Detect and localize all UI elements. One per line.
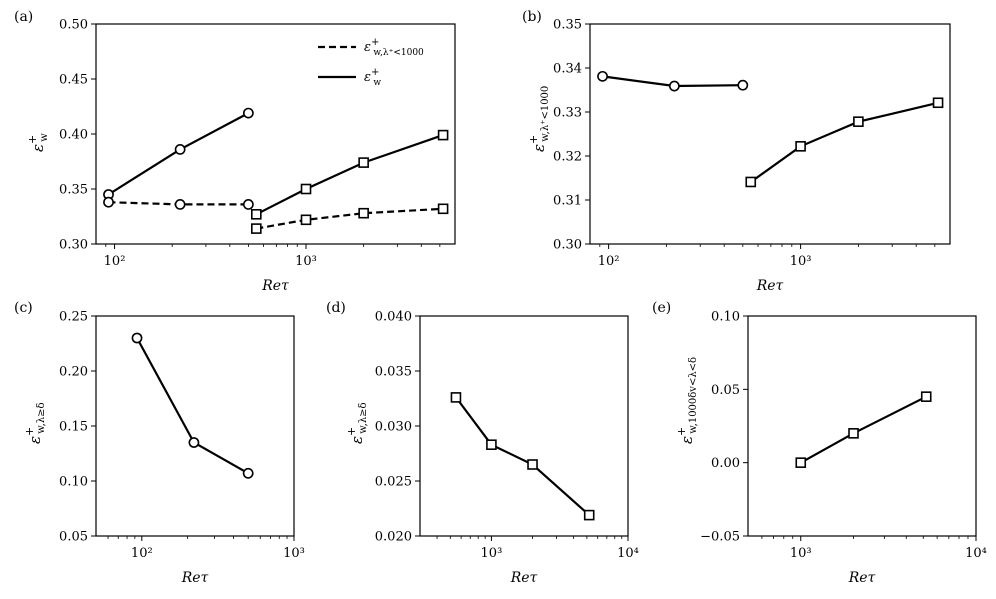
panel-b: 0.30 0.31 0.32 0.33 0.34 0.35 10² 10³ (b) Reτ ε+w,… — [522, 9, 951, 294]
x-axis-label: Reτ — [756, 278, 784, 294]
data-point-square — [853, 116, 864, 127]
y-tick-label: 0.30 — [59, 238, 88, 253]
data-point-square — [300, 183, 312, 195]
x-tick-label: 10² — [131, 546, 153, 561]
data-point-circle — [242, 467, 254, 479]
x-axis-label: Reτ — [510, 570, 538, 586]
y-axis-label: ε+w,λ≥δ — [345, 402, 369, 444]
y-tick-label: 0.25 — [59, 310, 88, 325]
y-tick-label: 0.40 — [59, 128, 88, 143]
data-point-circle — [103, 196, 114, 208]
panel-label: (b) — [522, 9, 542, 25]
data-point-square — [358, 157, 369, 168]
y-axis-label: ε+w,1000δv<λ<δ — [675, 357, 699, 444]
data-point-square — [486, 439, 497, 451]
series-line-1 — [750, 101, 939, 183]
data-point-square — [583, 509, 595, 521]
panel-label: (e) — [652, 300, 671, 316]
data-point-square — [920, 391, 932, 402]
series-line-0 — [800, 395, 927, 464]
data-point-square — [848, 428, 859, 439]
y-axis-label: ε+w — [26, 133, 50, 152]
y-tick-label: 0.10 — [711, 310, 740, 325]
plot-frame — [419, 315, 629, 537]
panel-label: (d) — [326, 300, 346, 316]
y-tick-label: 0.35 — [553, 18, 582, 33]
y-tick-label: 0.00 — [711, 456, 740, 471]
x-tick-label: 10³ — [295, 254, 317, 269]
x-tick-label: 10⁴ — [617, 546, 639, 561]
y-tick-label: 0.020 — [375, 530, 412, 545]
y-tick-label: 0.35 — [59, 183, 88, 198]
x-tick-label: 10³ — [283, 546, 305, 561]
data-point-square — [300, 214, 312, 226]
y-tick-label: 0.025 — [375, 475, 412, 490]
y-tick-label: −0.05 — [700, 530, 740, 545]
panel-d: 0.020 0.025 0.030 0.035 0.040 10³ 10⁴ (d) Reτ ε+w… — [326, 300, 639, 586]
data-point-circle — [174, 198, 186, 210]
data-point-square — [358, 207, 369, 219]
data-point-circle — [131, 332, 143, 344]
data-point-circle — [174, 143, 186, 155]
data-point-square — [437, 203, 449, 215]
data-point-circle — [188, 437, 200, 448]
y-tick-label: 0.32 — [553, 150, 582, 165]
data-point-circle — [668, 80, 680, 92]
y-tick-label: 0.05 — [711, 383, 740, 398]
plot-frame — [747, 315, 977, 537]
y-tick-label: 0.31 — [553, 194, 582, 209]
y-tick-label: 0.50 — [59, 18, 88, 33]
data-point-square — [795, 141, 806, 152]
data-point-circle — [597, 70, 608, 82]
data-point-circle — [242, 198, 254, 210]
data-point-square — [251, 223, 262, 234]
plot-frame — [589, 23, 951, 245]
data-point-square — [251, 209, 262, 220]
y-tick-label: 0.33 — [553, 106, 582, 121]
series-line-0 — [136, 337, 249, 475]
x-tick-label: 10³ — [481, 546, 503, 561]
x-axis-label: Reτ — [848, 570, 876, 586]
y-tick-label: 0.035 — [375, 365, 412, 380]
legend-entry-dashed: ε+ w,λ⁺<1000 — [364, 37, 424, 58]
y-tick-label: 0.20 — [59, 365, 88, 380]
x-tick-label: 10³ — [790, 546, 812, 561]
y-tick-label: 0.040 — [375, 310, 412, 325]
data-point-square — [527, 459, 538, 470]
y-tick-label: 0.10 — [59, 475, 88, 490]
x-tick-label: 10⁴ — [965, 546, 987, 561]
x-axis-label: Reτ — [181, 570, 209, 586]
panel-label: (a) — [14, 9, 33, 25]
legend: ε+ w,λ⁺<1000 ε+ w — [318, 37, 424, 88]
panel-label: (c) — [14, 300, 33, 316]
panel-c: 0.05 0.10 0.15 0.20 0.25 10² 10³ (c) Reτ ε+w,λ≥δ — [14, 300, 305, 586]
data-point-square — [450, 392, 462, 403]
series-line-3 — [256, 207, 444, 230]
x-axis-label: Reτ — [261, 278, 289, 294]
y-tick-label: 0.030 — [375, 420, 412, 435]
y-axis-label: ε+w,λ⁺<1000 — [527, 86, 551, 152]
y-tick-label: 0.05 — [59, 530, 88, 545]
series-line-0 — [455, 396, 590, 516]
y-axis-label: ε+w,λ≥δ — [23, 402, 47, 444]
y-tick-label: 0.30 — [553, 238, 582, 253]
data-point-square — [437, 129, 449, 141]
data-point-square — [932, 97, 944, 109]
panel-e: −0.05 0.00 0.05 0.10 10³ 10⁴ (e) Reτ ε+w,1000δv<… — [652, 300, 987, 586]
x-tick-label: 10² — [104, 254, 126, 269]
series-line-1 — [255, 134, 444, 216]
y-tick-label: 0.34 — [553, 62, 582, 77]
data-point-circle — [242, 107, 254, 119]
data-point-square — [745, 176, 757, 188]
y-tick-label: 0.15 — [59, 420, 88, 435]
x-tick-label: 10² — [598, 254, 620, 269]
data-point-square — [795, 457, 807, 468]
legend-entry-solid: ε+ w — [364, 67, 381, 88]
plot-frame — [95, 315, 295, 537]
x-tick-label: 10³ — [790, 254, 812, 269]
data-point-circle — [737, 79, 749, 91]
y-tick-label: 0.45 — [59, 73, 88, 88]
